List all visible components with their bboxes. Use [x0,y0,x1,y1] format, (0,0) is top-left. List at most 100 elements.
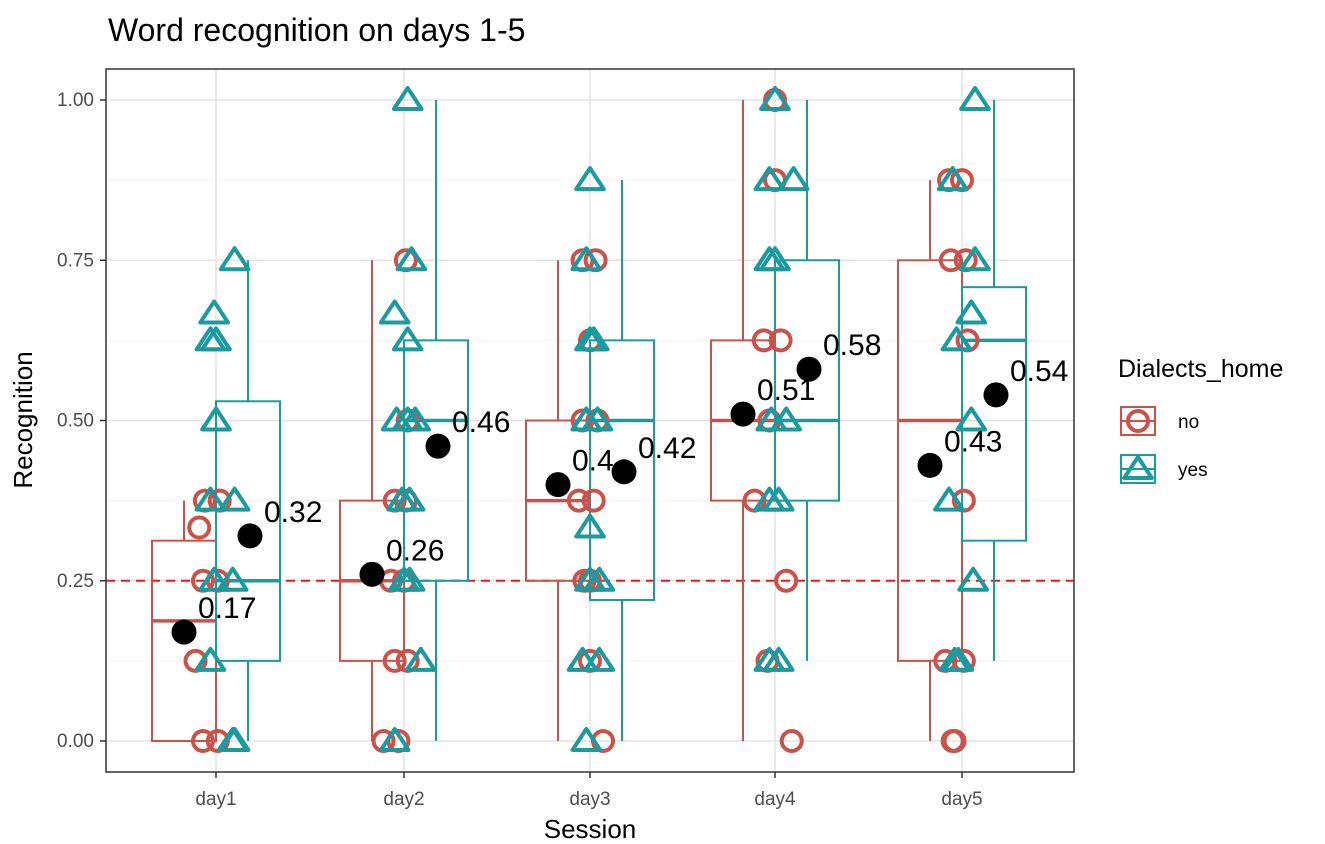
mean-label-yes: 0.42 [638,432,696,465]
legend-marker-yes [1122,455,1154,480]
mean-point-no [917,452,943,478]
mean-label-no: 0.4 [572,445,614,478]
box [589,339,655,601]
data-points [183,86,991,753]
point-yes [378,299,411,325]
point-yes [399,406,431,432]
point-yes [391,86,424,111]
legend-marker-no [1126,409,1150,433]
legend-title: Dialects_home [1118,355,1283,383]
point-yes [378,727,411,752]
point-no [779,729,804,753]
y-tick-label: 0.25 [57,571,94,592]
point-yes [200,406,232,432]
point-yes [762,646,795,672]
point-no [751,328,776,353]
legend-label-yes: yes [1178,460,1208,481]
point-no [768,328,793,353]
point-yes [777,166,810,192]
mean-label-no: 0.51 [757,374,815,407]
mean-label-no: 0.17 [198,592,256,625]
mean-label-yes: 0.32 [264,496,322,529]
x-tick-label: day2 [383,789,424,810]
box [215,400,281,662]
x-tick-label: day3 [569,789,610,810]
point-yes [583,646,616,672]
point-yes [395,246,428,272]
point-yes [577,326,610,352]
x-tick-label: day1 [195,789,236,810]
point-yes [216,566,249,592]
point-yes [198,566,230,592]
y-tick-label: 0.00 [57,731,94,752]
mean-point-no [171,619,197,645]
legend-item-no: no [1120,406,1199,436]
point-no [942,729,967,753]
box [774,259,840,502]
point-yes [218,246,251,272]
mean-label-no: 0.43 [944,425,1002,458]
mean-markers [171,356,1009,645]
point-yes [583,566,616,592]
point-no [566,488,591,513]
y-tick-label: 0.75 [57,250,94,271]
legend-item-yes: yes [1120,454,1208,484]
point-yes [942,646,975,672]
point-yes [759,246,791,272]
point-yes [762,486,795,512]
point-yes [574,166,606,192]
point-yes [391,326,424,352]
point-no [187,515,212,540]
point-yes [940,326,973,352]
mean-labels: 0.17 0.26 0.4 0.51 0.43 0.32 0.46 0.42 0.58 0.54 [198,329,1068,625]
point-yes [957,566,989,592]
point-yes [770,406,802,432]
point-yes [566,646,599,672]
point-yes [194,646,227,672]
mean-point-no [730,401,756,427]
point-yes [198,299,230,325]
x-tick-label: day4 [754,789,796,810]
box [403,339,469,582]
x-tick-label: day5 [941,789,982,810]
mean-point-yes [425,433,451,459]
legend-label-no: no [1178,412,1199,433]
mean-label-yes: 0.46 [452,406,510,439]
legend: Dialects_home no yes [1118,355,1283,484]
point-no [581,488,606,513]
point-yes [955,406,988,432]
y-tick-label: 1.00 [57,90,94,111]
mean-point-no [545,472,571,498]
point-yes [936,166,969,192]
point-yes [959,86,991,111]
axes: 0.00 0.25 0.50 0.75 1.00 day1 day2 day3 day4 day5 [57,90,983,810]
point-yes [959,246,991,272]
point-yes [218,486,251,512]
x-axis-title: Session [544,814,637,844]
box [961,286,1027,542]
point-yes [218,727,251,752]
point-yes [753,166,786,192]
point-yes [194,326,227,352]
boxplot-yes-day1 [215,260,281,741]
point-yes [933,486,965,512]
boxplot-yes-day5 [961,100,1027,661]
point-yes [581,406,614,432]
chart-title: Word recognition on days 1-5 [108,12,526,48]
boxplot-yes-day3 [589,180,655,741]
mean-label-yes: 0.54 [1010,355,1068,388]
mean-label-yes: 0.58 [823,329,881,362]
point-yes [955,299,988,325]
point-no [190,729,215,753]
point-yes [393,486,426,512]
mean-point-yes [983,382,1009,408]
point-yes [574,513,606,539]
mean-point-no [359,561,385,587]
point-yes [393,566,426,592]
point-no [382,648,407,673]
y-axis-title: Recognition [8,351,38,488]
point-yes [404,646,437,672]
point-no [938,248,963,273]
point-yes [759,86,791,111]
